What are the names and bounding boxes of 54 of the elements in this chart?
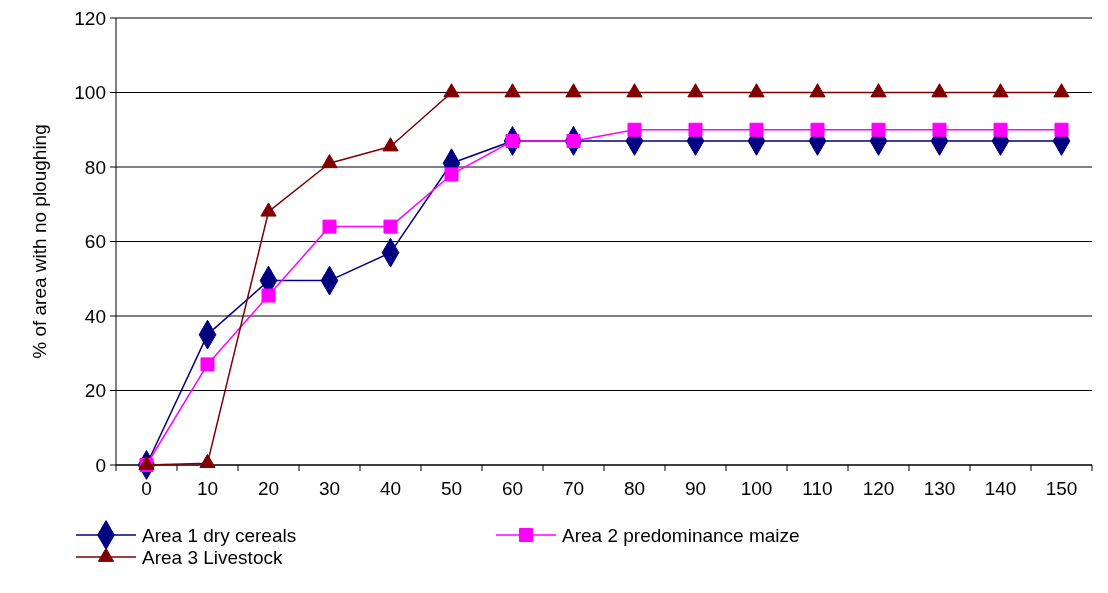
point — [321, 154, 338, 169]
point — [810, 122, 825, 137]
point — [687, 83, 704, 98]
legend-label: Area 2 predominance maize — [562, 524, 800, 546]
point — [200, 357, 215, 372]
legend-label: Area 1 dry cereals — [142, 524, 297, 546]
point — [749, 122, 764, 137]
point — [504, 83, 521, 98]
x-tick-label: 0 — [141, 478, 152, 499]
point — [627, 122, 642, 137]
point — [809, 83, 826, 98]
point — [1054, 122, 1069, 137]
point — [931, 83, 948, 98]
x-tick-label: 90 — [684, 478, 707, 499]
y-tick-label: 20 — [84, 380, 106, 402]
point — [748, 83, 765, 98]
point — [260, 202, 277, 217]
x-tick-label: 130 — [923, 478, 956, 499]
point — [383, 219, 398, 234]
point — [932, 122, 947, 137]
point — [870, 83, 887, 98]
point — [688, 122, 703, 137]
y-tick-label: 80 — [84, 156, 106, 178]
point — [443, 83, 460, 98]
x-tick-label: 60 — [501, 478, 524, 499]
point — [993, 122, 1008, 137]
point — [626, 83, 643, 98]
x-tick-label: 110 — [802, 478, 833, 499]
x-tick-label: 100 — [740, 478, 773, 499]
y-tick-label: 0 — [95, 454, 106, 476]
y-axis-title: % of area with no ploughing — [29, 124, 50, 359]
x-tick-label: 10 — [196, 478, 219, 499]
point — [992, 83, 1009, 98]
legend-label: Area 3 Livestock — [142, 546, 283, 568]
x-tick-label: 120 — [862, 478, 895, 499]
point — [261, 288, 276, 303]
x-tick-label: 70 — [562, 478, 585, 499]
y-tick-label: 120 — [74, 7, 106, 29]
x-tick-label: 40 — [379, 478, 402, 499]
point — [382, 137, 399, 152]
point — [565, 83, 582, 98]
point — [444, 167, 459, 182]
x-tick-label: 150 — [1045, 478, 1078, 499]
x-tick-label: 80 — [623, 478, 646, 499]
point — [1053, 83, 1070, 98]
x-tick-label: 140 — [984, 478, 1017, 499]
point — [871, 122, 886, 137]
point — [322, 219, 337, 234]
y-tick-label: 40 — [84, 305, 106, 327]
y-tick-label: 100 — [74, 82, 106, 104]
x-tick-label: 20 — [257, 478, 280, 499]
x-tick-label: 30 — [318, 478, 341, 499]
x-tick-label: 50 — [440, 478, 463, 499]
y-tick-label: 60 — [84, 231, 106, 253]
